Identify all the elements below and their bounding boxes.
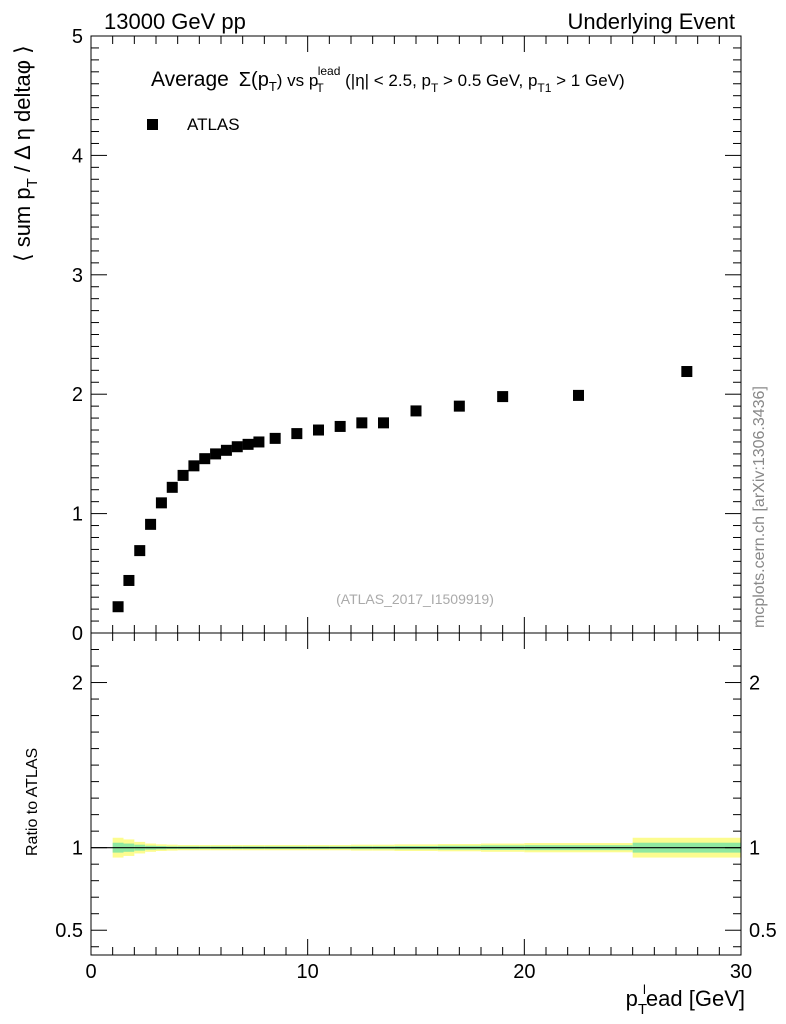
data-point [166,481,178,493]
ratio-x-tick-labels: 0 10 20 30 [85,961,752,983]
data-point [210,448,222,460]
ratio-panel: 0.5 0.5 1 1 2 2 0 10 20 30 Ratio to ATLAS pTlead… [24,632,777,1018]
ratio-y-tick-label-right: 2 [749,673,760,695]
data-point [112,601,124,613]
data-point [155,497,167,509]
y-tick-label: 5 [72,26,83,48]
x-tick-label: 0 [85,961,96,983]
main-axis-ticks [90,35,742,634]
ratio-panel-frame [90,632,742,956]
data-point [681,366,693,378]
y-tick-label: 0 [72,623,83,645]
ratio-y-tick-label-right: 0.5 [749,920,777,942]
data-point [231,441,243,453]
data-point [145,518,157,530]
main-data-points [112,366,693,613]
ratio-y-tick-label-left: 2 [72,673,83,695]
y-tick-label: 3 [72,265,83,287]
header-left-label: 13000 GeV pp [104,9,246,34]
x-axis-label: pTlead [GeV] [626,982,745,1018]
ratio-y-tick-label-right: 1 [749,838,760,860]
x-tick-label: 20 [513,961,535,983]
data-point [177,469,189,481]
data-point [123,574,135,586]
data-point [497,391,509,403]
x-tick-label: 10 [297,961,319,983]
legend-label-atlas: ATLAS [187,115,240,134]
y-tick-label: 1 [72,504,83,526]
ratio-y-tick-label-left: 1 [72,838,83,860]
legend-marker-atlas [147,119,158,130]
main-panel: 0 1 2 3 4 5 Average Σ(pT) vs pTlead (|η| < 2.… [10,26,742,645]
header-right-label: Underlying Event [567,9,735,34]
chart-title: Average Σ(pT) vs pTlead (|η| < 2.5, pT >… [151,64,625,95]
analysis-watermark: (ATLAS_2017_I1509919) [336,591,494,607]
side-watermark: mcplots.cern.ch [arXiv:1306.3436] [751,386,768,628]
ratio-y-axis-label: Ratio to ATLAS [24,748,41,856]
legend: ATLAS [147,115,240,134]
data-point [134,545,146,557]
ratio-y-tick-label-left: 0.5 [55,920,83,942]
data-point [378,417,389,429]
y-tick-label: 4 [72,145,83,167]
ratio-axis-ticks [90,632,742,955]
data-point [242,438,254,450]
data-point [410,405,422,417]
ratio-y-tick-labels: 0.5 0.5 1 1 2 2 [55,673,777,943]
main-y-axis-label: ⟨ sum pT / Δ η deltaφ ⟩ [10,45,41,262]
data-point [356,417,368,429]
data-point [253,436,265,448]
x-tick-label: 30 [730,961,752,983]
data-point [334,420,346,432]
data-point [220,444,232,456]
data-point [269,432,281,444]
data-point [291,428,303,440]
data-point [573,389,584,401]
main-y-tick-labels: 0 1 2 3 4 5 [72,26,83,645]
y-tick-label: 2 [72,384,83,406]
data-point [188,460,200,472]
data-point [199,453,211,465]
data-point [453,400,465,412]
data-point [313,424,324,436]
